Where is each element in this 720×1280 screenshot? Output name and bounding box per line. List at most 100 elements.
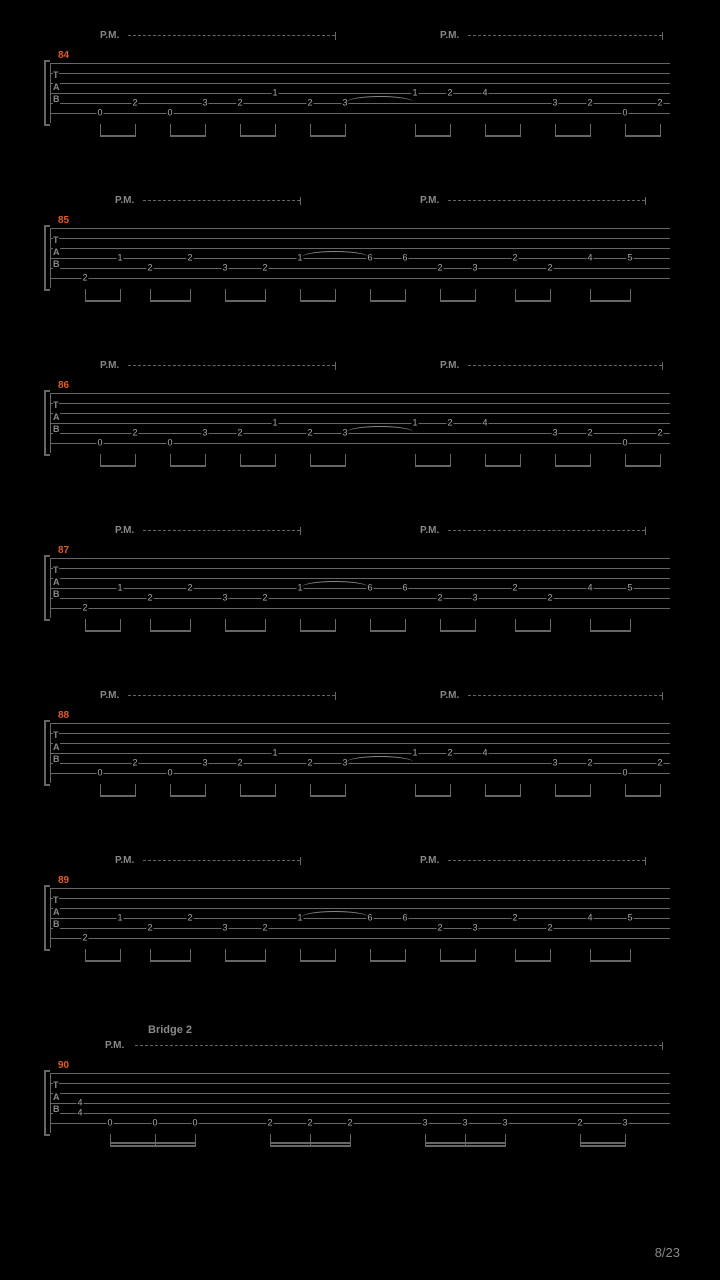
fret-number: 0 <box>166 769 173 778</box>
fret-number: 3 <box>201 99 208 108</box>
fret-number: 3 <box>551 429 558 438</box>
fret-number: 6 <box>401 254 408 263</box>
tab-measure: P.M.P.M.87TAB212232166232245 <box>50 545 670 639</box>
staff-bracket <box>44 1070 50 1136</box>
tab-staff: TAB020321231243202 <box>50 63 670 123</box>
fret-number: 2 <box>546 594 553 603</box>
palm-mute-label: P.M. <box>100 690 119 701</box>
palm-mute-span <box>143 200 300 202</box>
tab-clef-letter: T <box>53 896 59 905</box>
fret-number: 6 <box>366 584 373 593</box>
fret-number: 2 <box>346 1119 353 1128</box>
fret-number: 1 <box>116 254 123 263</box>
palm-mute-label: P.M. <box>115 195 134 206</box>
tab-staff: TAB020321231243202 <box>50 723 670 783</box>
tie-arc <box>347 426 413 432</box>
fret-number: 2 <box>446 749 453 758</box>
tab-staff: TAB212232166232245 <box>50 888 670 948</box>
fret-number: 2 <box>586 759 593 768</box>
palm-mute-label: P.M. <box>115 855 134 866</box>
tab-clef-letter: B <box>53 95 60 104</box>
tie-arc <box>347 756 413 762</box>
fret-number: 2 <box>186 254 193 263</box>
palm-mute-label: P.M. <box>100 30 119 41</box>
tab-measure: P.M.P.M.86TAB020321231243202 <box>50 380 670 474</box>
palm-mute-span <box>448 530 645 532</box>
palm-mute-span <box>143 530 300 532</box>
tab-clef-letter: A <box>53 578 60 587</box>
tab-measure: P.M.P.M.88TAB020321231243202 <box>50 710 670 804</box>
tab-staff: TAB212232166232245 <box>50 558 670 618</box>
fret-number: 4 <box>76 1099 83 1108</box>
fret-number: 2 <box>576 1119 583 1128</box>
staff-bracket <box>44 390 50 456</box>
fret-number: 2 <box>436 264 443 273</box>
tab-clef-letter: T <box>53 236 59 245</box>
palm-mute-span <box>468 695 662 697</box>
fret-number: 3 <box>201 429 208 438</box>
tie-arc <box>302 911 368 917</box>
fret-number: 2 <box>546 264 553 273</box>
rhythm-stems <box>50 289 670 309</box>
fret-number: 2 <box>306 759 313 768</box>
palm-mute-label: P.M. <box>105 1040 124 1051</box>
rhythm-stems <box>50 949 670 969</box>
tab-clef-letter: B <box>53 260 60 269</box>
fret-number: 0 <box>106 1119 113 1128</box>
staff-bracket <box>44 720 50 786</box>
fret-number: 1 <box>271 419 278 428</box>
fret-number: 2 <box>306 429 313 438</box>
fret-number: 4 <box>586 914 593 923</box>
fret-number: 6 <box>366 914 373 923</box>
fret-number: 5 <box>626 914 633 923</box>
fret-number: 0 <box>191 1119 198 1128</box>
fret-number: 2 <box>306 1119 313 1128</box>
fret-number: 3 <box>221 594 228 603</box>
fret-number: 2 <box>656 429 663 438</box>
fret-number: 3 <box>471 264 478 273</box>
fret-number: 2 <box>546 924 553 933</box>
fret-number: 3 <box>471 924 478 933</box>
palm-mute-span <box>448 860 645 862</box>
fret-number: 3 <box>621 1119 628 1128</box>
fret-number: 4 <box>481 89 488 98</box>
staff-bracket <box>44 60 50 126</box>
fret-number: 4 <box>76 1109 83 1118</box>
section-label: Bridge 2 <box>148 1024 192 1036</box>
rhythm-stems <box>50 124 670 144</box>
fret-number: 2 <box>81 604 88 613</box>
fret-number: 2 <box>186 584 193 593</box>
fret-number: 0 <box>96 109 103 118</box>
fret-number: 4 <box>586 584 593 593</box>
fret-number: 1 <box>411 419 418 428</box>
fret-number: 2 <box>186 914 193 923</box>
fret-number: 3 <box>201 759 208 768</box>
fret-number: 2 <box>81 274 88 283</box>
palm-mute-label: P.M. <box>420 525 439 536</box>
rhythm-stems <box>50 454 670 474</box>
fret-number: 0 <box>96 439 103 448</box>
tab-clef-letter: B <box>53 590 60 599</box>
fret-number: 4 <box>481 749 488 758</box>
fret-number: 2 <box>656 99 663 108</box>
fret-number: 0 <box>621 439 628 448</box>
palm-mute-label: P.M. <box>100 360 119 371</box>
tab-clef-letter: T <box>53 731 59 740</box>
fret-number: 2 <box>261 594 268 603</box>
fret-number: 2 <box>436 594 443 603</box>
fret-number: 2 <box>511 584 518 593</box>
fret-number: 2 <box>236 99 243 108</box>
fret-number: 4 <box>481 419 488 428</box>
tie-arc <box>347 96 413 102</box>
fret-number: 3 <box>471 594 478 603</box>
fret-number: 2 <box>131 99 138 108</box>
palm-mute-label: P.M. <box>440 30 459 41</box>
fret-number: 2 <box>656 759 663 768</box>
tab-clef-letter: B <box>53 1105 60 1114</box>
staff-bracket <box>44 555 50 621</box>
bar-number: 85 <box>58 215 670 226</box>
bar-number: 87 <box>58 545 670 556</box>
tie-arc <box>302 251 368 257</box>
tab-staff: TAB020321231243202 <box>50 393 670 453</box>
tab-clef-letter: A <box>53 83 60 92</box>
